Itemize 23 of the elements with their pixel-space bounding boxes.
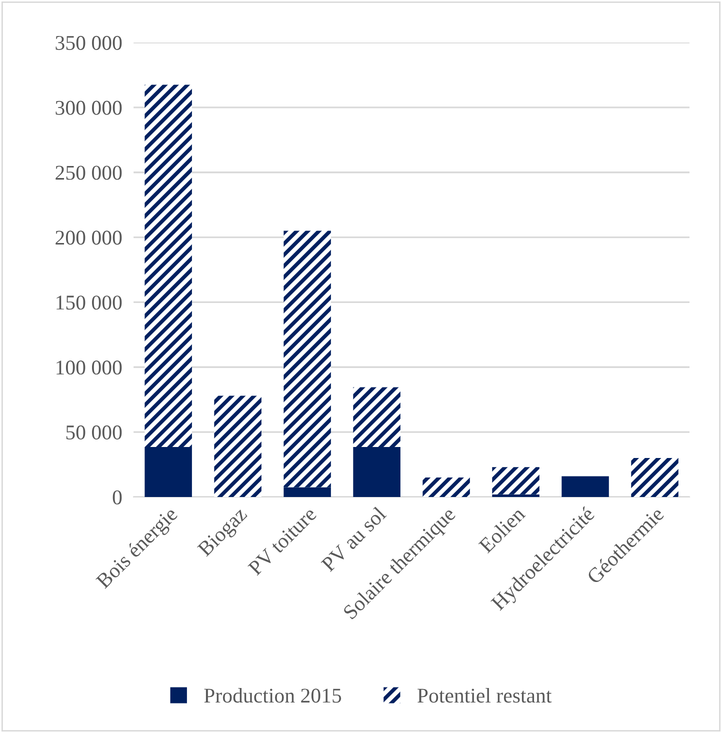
- bar: [631, 458, 678, 497]
- bar: [492, 467, 540, 494]
- y-tick-label: 200 000: [56, 230, 122, 245]
- bar: [422, 477, 470, 497]
- y-tick-label: 150 000: [56, 296, 122, 310]
- legend-label: Potentiel restant: [418, 688, 552, 703]
- x-tick-label: PV au sol: [320, 506, 387, 572]
- bar: [284, 487, 331, 497]
- y-tick-label: 100 000: [56, 360, 122, 375]
- y-tick-label: 0: [112, 490, 122, 504]
- y-tick-label: 350 000: [56, 36, 122, 50]
- bar: [144, 446, 192, 497]
- y-tick-label: 300 000: [56, 100, 122, 115]
- bar: [284, 230, 331, 488]
- bar: [492, 494, 540, 497]
- y-tick-label: 50 000: [66, 425, 122, 440]
- bar: [214, 396, 262, 497]
- bar: [353, 446, 400, 497]
- bar: [144, 84, 192, 447]
- bar: [353, 387, 400, 447]
- y-tick-label: 250 000: [56, 166, 122, 180]
- legend-label: Production 2015: [204, 688, 342, 703]
- bar: [562, 476, 609, 497]
